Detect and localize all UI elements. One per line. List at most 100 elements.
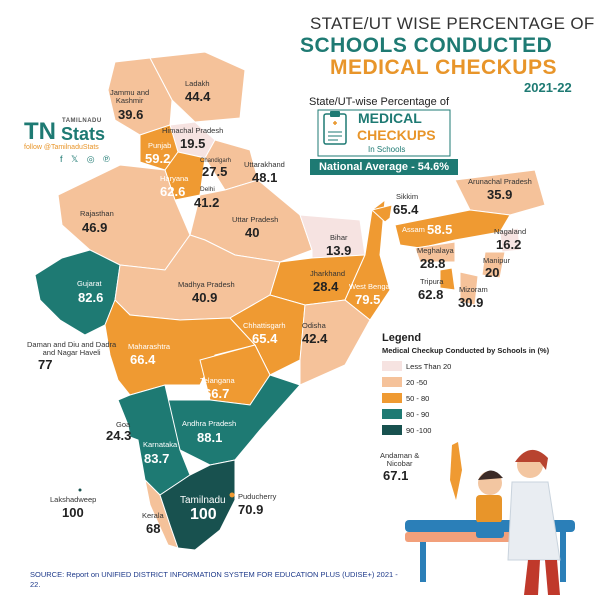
- region-odisha: [299, 299, 371, 386]
- label-tamilnadu-value: 100: [190, 506, 217, 523]
- label-chhattisgarh-name: Chhattisgarh: [243, 321, 286, 330]
- label-chhattisgarh-value: 65.4: [252, 331, 278, 346]
- label-karnataka-value: 83.7: [144, 451, 170, 466]
- social-icons: f 𝕏 ◎ ℗: [60, 154, 113, 164]
- legend-swatch: [382, 409, 402, 419]
- legend-swatch: [382, 361, 402, 371]
- label-assam-value: 58.5: [427, 222, 453, 237]
- label-kerala-value: 68: [146, 521, 161, 536]
- label-sikkim-value: 65.4: [393, 202, 419, 217]
- label-goa-value: 24.3: [106, 428, 132, 443]
- region-sikkim: [370, 204, 393, 223]
- label-meghalaya-value: 28.8: [420, 256, 446, 271]
- title-line-1: STATE/UT WISE PERCENTAGE OF: [310, 14, 595, 33]
- label-telangana-name: Telangana: [200, 376, 235, 385]
- region-nagaland: [499, 227, 521, 253]
- legend-label: 80 - 90: [406, 410, 430, 419]
- info-title: State/UT-wise Percentage of: [309, 96, 450, 108]
- label-hp-value: 19.5: [180, 136, 206, 151]
- label-kerala-name: Kerala: [142, 511, 164, 520]
- label-ap-value: 88.1: [197, 430, 223, 445]
- title-line-3: MEDICAL CHECKUPS: [330, 56, 557, 79]
- label-meghalaya-name: Meghalaya: [417, 246, 454, 255]
- label-wb-name: West Bengal: [349, 282, 392, 291]
- legend-swatch: [382, 393, 402, 403]
- label-puducherry-name: Puducherry: [238, 492, 277, 501]
- legend-swatch: [382, 425, 402, 435]
- source-note: SOURCE: Report on UNIFIED DISTRICT INFOR…: [30, 570, 398, 590]
- label-jharkhand-value: 28.4: [313, 279, 339, 294]
- region-arunachal: [454, 169, 546, 216]
- label-mizoram-name: Mizoram: [459, 285, 488, 294]
- label-arunachal-name: Arunachal Pradesh: [468, 177, 532, 186]
- label-maharashtra-value: 66.4: [130, 352, 156, 367]
- label-rajasthan-name: Rajasthan: [80, 209, 114, 218]
- label-karnataka-name: Karnataka: [143, 440, 178, 449]
- label-tripura-name: Tripura: [420, 277, 444, 286]
- label-bihar-value: 13.9: [326, 243, 352, 258]
- label-manipur-name: Manipur: [483, 256, 511, 265]
- info-checkups: CHECKUPS: [357, 127, 436, 143]
- logo-tn: TN: [24, 118, 56, 145]
- region-uttarakhand: [204, 139, 259, 191]
- label-rajasthan-value: 46.9: [82, 220, 108, 235]
- doctor-patient-illustration: [405, 449, 575, 595]
- legend-label: 20 -50: [406, 378, 428, 387]
- label-manipur-value: 20: [485, 265, 500, 280]
- label-dnh-name: Daman and Diu and Dadra and Nagar Haveli: [27, 340, 117, 357]
- label-tamilnadu-name: Tamilnadu: [180, 495, 226, 506]
- label-hp-name: Himachal Pradesh: [162, 126, 224, 135]
- label-jharkhand-name: Jharkhand: [310, 269, 346, 278]
- legend-label: Less Than 20: [406, 362, 452, 371]
- region-ap: [164, 374, 301, 466]
- info-medical: MEDICAL: [358, 110, 422, 126]
- label-andaman-name: Andaman & Nicobar: [380, 451, 420, 468]
- info-in-schools: In Schools: [368, 145, 406, 154]
- label-telangana-value: 66.7: [204, 386, 230, 401]
- region-tripura: [439, 267, 456, 291]
- label-goa-name: Goa: [116, 420, 131, 429]
- label-odisha-name: Odisha: [302, 321, 326, 330]
- label-ladakh-name: Ladakh: [185, 79, 210, 88]
- label-up-name: Uttar Pradesh: [232, 215, 279, 224]
- label-assam-name: Assam: [402, 225, 425, 234]
- label-haryana-name: Haryana: [160, 174, 189, 183]
- national-average-badge: National Average - 54.6%: [310, 159, 458, 175]
- region-andaman: [450, 442, 462, 500]
- label-mp-value: 40.9: [192, 290, 218, 305]
- label-gujarat-value: 82.6: [78, 290, 104, 305]
- label-gujarat-name: Gujarat: [77, 279, 102, 288]
- label-jk-value: 39.6: [118, 107, 144, 122]
- label-nagaland-name: Nagaland: [494, 227, 527, 236]
- label-lakshadweep-value: 100: [62, 505, 84, 520]
- label-delhi-value: 41.2: [194, 195, 220, 210]
- label-up-value: 40: [245, 225, 260, 240]
- region-puducherry: [229, 492, 235, 498]
- label-punjab-name: Punjab: [148, 141, 172, 150]
- region-meghalaya: [414, 241, 456, 263]
- label-punjab-value: 59.2: [145, 151, 171, 166]
- label-bihar-name: Bihar: [330, 233, 348, 242]
- region-tamilnadu: [159, 459, 236, 551]
- legend-label: 90 -100: [406, 426, 432, 435]
- clipboard-icon: [323, 111, 347, 145]
- info-box: [317, 109, 451, 157]
- label-tripura-value: 62.8: [418, 287, 444, 302]
- legend-swatch: [382, 377, 402, 387]
- label-dnh-value: 77: [38, 357, 53, 372]
- label-uttarakhand-value: 48.1: [252, 170, 278, 185]
- tamilnadu-stats-logo: TN TAMILNADU Stats: [24, 108, 124, 168]
- label-ap-name: Andhra Pradesh: [182, 419, 237, 428]
- title-line-2: SCHOOLS CONDUCTED: [300, 34, 553, 57]
- legend-label: 50 - 80: [406, 394, 430, 403]
- label-maharashtra-name: Maharashtra: [128, 342, 171, 351]
- label-jk-name: Jammu and Kashmir: [110, 88, 150, 105]
- label-chandigarh-name: Chandigarh: [200, 158, 232, 164]
- label-wb-value: 79.5: [355, 292, 381, 307]
- region-manipur: [481, 251, 506, 279]
- legend-subtitle: Medical Checkup Conducted by Schools in …: [382, 346, 550, 355]
- title-year: 2021-22: [524, 80, 572, 95]
- region-mizoram: [459, 271, 479, 306]
- label-puducherry-value: 70.9: [238, 502, 264, 517]
- label-chandigarh-value: 27.5: [202, 164, 228, 179]
